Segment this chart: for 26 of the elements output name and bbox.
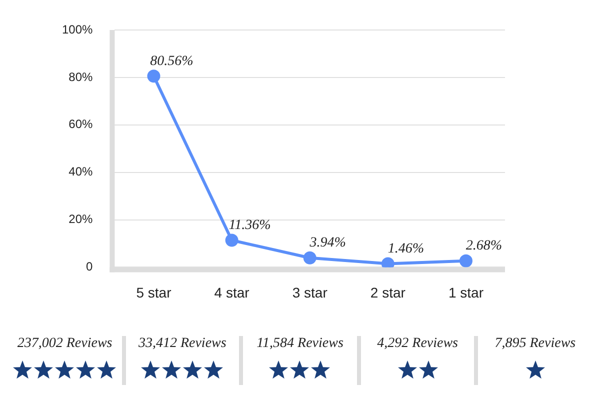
y-tick-label: 100% <box>62 22 94 36</box>
x-tick-label: 2 star <box>370 284 406 300</box>
text: 1.46% <box>388 241 424 256</box>
text: 237,002 Reviews <box>16 336 114 352</box>
y-tick-label: 0 <box>86 260 94 274</box>
y-tick-label: 80% <box>68 70 94 84</box>
text: 11.36% <box>228 218 271 233</box>
x-tick-label: 1 star <box>448 284 484 300</box>
x-tick-label: 4 star <box>214 284 250 300</box>
text: 4,292 Reviews <box>376 336 460 352</box>
text: 3.94% <box>310 236 346 251</box>
point <box>303 251 316 264</box>
text: 80.56% <box>150 54 194 69</box>
y-tick-label: 60% <box>68 117 94 132</box>
text: 33,412 Reviews <box>137 336 228 352</box>
y-tick-label: 20% <box>68 212 94 226</box>
point <box>459 254 472 268</box>
point <box>147 70 160 83</box>
x-tick-label: 3 star <box>292 284 328 300</box>
text: 11,584 Reviews <box>256 336 344 352</box>
point <box>225 234 238 247</box>
y-tick-label: 40% <box>68 164 94 179</box>
text: 7,895 Reviews <box>494 336 577 352</box>
text: 2.68% <box>466 238 502 254</box>
x-tick-label: 5 star <box>136 284 172 300</box>
point <box>381 257 394 268</box>
